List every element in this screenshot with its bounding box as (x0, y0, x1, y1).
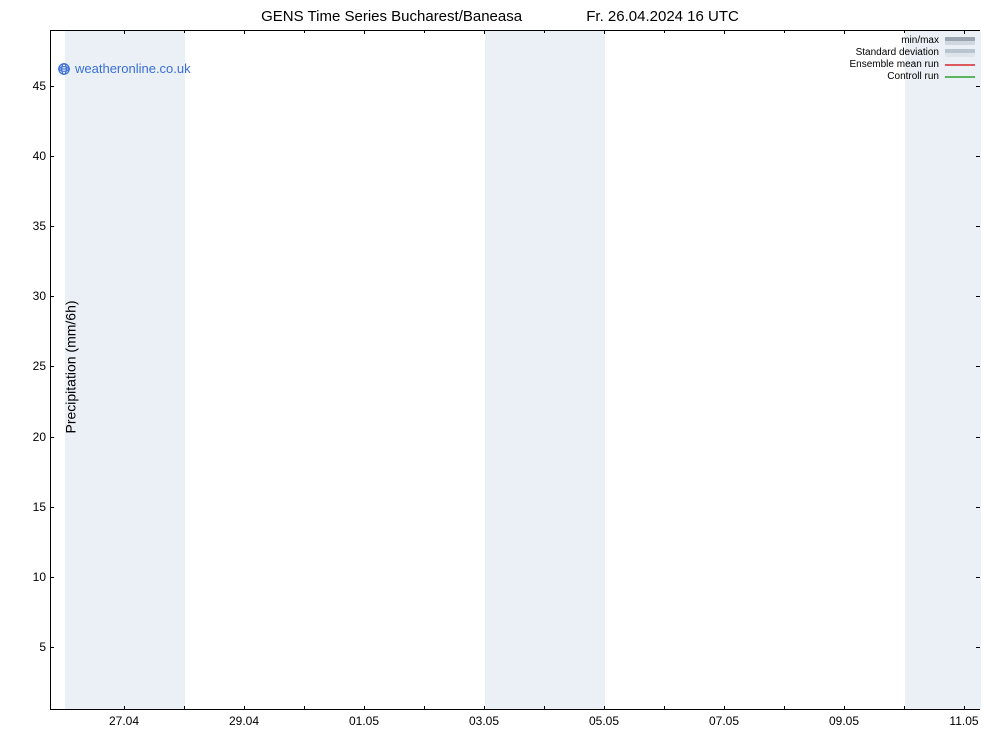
weekend-band (65, 31, 185, 709)
x-tick-mark-minor (184, 30, 185, 33)
x-tick-mark (484, 30, 485, 34)
legend-label: Standard deviation (856, 47, 939, 59)
y-tick-label: 5 (6, 640, 46, 654)
x-tick-mark (364, 706, 365, 710)
y-axis-label: Precipitation (mm/6h) (63, 300, 79, 433)
y-tick-mark (976, 296, 980, 297)
x-tick-label: 07.05 (709, 714, 739, 728)
x-tick-mark-minor (664, 30, 665, 33)
y-tick-mark (50, 156, 54, 157)
x-tick-mark (604, 706, 605, 710)
x-tick-mark-minor (304, 706, 305, 709)
x-tick-mark-minor (904, 706, 905, 709)
legend: min/maxStandard deviationEnsemble mean r… (850, 35, 976, 83)
title-main: GENS Time Series Bucharest/Baneasa (261, 8, 522, 25)
x-tick-mark-minor (784, 706, 785, 709)
y-tick-mark (976, 226, 980, 227)
y-tick-mark (976, 577, 980, 578)
y-tick-label: 30 (6, 289, 46, 303)
x-tick-mark-minor (664, 706, 665, 709)
y-tick-mark (50, 366, 54, 367)
x-tick-mark (244, 706, 245, 710)
x-tick-mark-minor (784, 30, 785, 33)
x-tick-mark (724, 706, 725, 710)
x-tick-mark (844, 706, 845, 710)
watermark: weatheronline.co.uk (57, 61, 191, 76)
x-tick-mark (964, 706, 965, 710)
y-tick-mark (976, 156, 980, 157)
y-tick-mark (50, 647, 54, 648)
x-tick-mark (964, 30, 965, 34)
legend-label: min/max (901, 35, 939, 47)
plot-area: weatheronline.co.uk min/maxStandard devi… (50, 30, 980, 710)
x-tick-mark (124, 706, 125, 710)
y-tick-mark (50, 437, 54, 438)
y-tick-mark (50, 226, 54, 227)
legend-swatch (945, 49, 975, 57)
title-sub: Fr. 26.04.2024 16 UTC (586, 8, 739, 25)
x-tick-mark (724, 30, 725, 34)
y-tick-label: 25 (6, 359, 46, 373)
y-tick-mark (976, 507, 980, 508)
y-tick-mark (50, 86, 54, 87)
y-tick-mark (976, 366, 980, 367)
y-tick-label: 10 (6, 570, 46, 584)
x-tick-label: 27.04 (109, 714, 139, 728)
x-tick-mark (604, 30, 605, 34)
x-tick-label: 05.05 (589, 714, 619, 728)
x-tick-mark (844, 30, 845, 34)
x-tick-mark-minor (544, 30, 545, 33)
legend-label: Controll run (887, 71, 939, 83)
y-tick-label: 15 (6, 500, 46, 514)
globe-icon (57, 62, 71, 76)
legend-swatch (945, 61, 975, 69)
y-tick-label: 20 (6, 430, 46, 444)
legend-item: Controll run (850, 71, 976, 83)
watermark-text: weatheronline.co.uk (75, 61, 191, 76)
y-tick-mark (976, 647, 980, 648)
weekend-band (485, 31, 605, 709)
weekend-band (905, 31, 981, 709)
y-tick-mark (50, 577, 54, 578)
legend-item: Ensemble mean run (850, 59, 976, 71)
legend-swatch (945, 73, 975, 81)
y-tick-mark (976, 86, 980, 87)
x-tick-label: 01.05 (349, 714, 379, 728)
y-tick-label: 45 (6, 79, 46, 93)
x-tick-mark (124, 30, 125, 34)
x-tick-label: 09.05 (829, 714, 859, 728)
x-tick-mark-minor (904, 30, 905, 33)
x-tick-label: 29.04 (229, 714, 259, 728)
y-tick-mark (976, 437, 980, 438)
legend-swatch (945, 37, 975, 45)
x-tick-mark-minor (544, 706, 545, 709)
y-tick-mark (50, 507, 54, 508)
x-tick-mark (244, 30, 245, 34)
x-tick-label: 03.05 (469, 714, 499, 728)
x-tick-mark-minor (304, 30, 305, 33)
y-tick-mark (50, 296, 54, 297)
legend-item: Standard deviation (850, 47, 976, 59)
x-tick-mark (484, 706, 485, 710)
x-tick-mark (364, 30, 365, 34)
x-tick-label: 11.05 (949, 714, 978, 728)
legend-label: Ensemble mean run (850, 59, 940, 71)
legend-item: min/max (850, 35, 976, 47)
x-tick-mark-minor (424, 706, 425, 709)
y-tick-label: 35 (6, 219, 46, 233)
y-tick-label: 40 (6, 149, 46, 163)
x-tick-mark-minor (424, 30, 425, 33)
x-tick-mark-minor (184, 706, 185, 709)
chart-title: GENS Time Series Bucharest/Baneasa Fr. 2… (0, 8, 1000, 25)
